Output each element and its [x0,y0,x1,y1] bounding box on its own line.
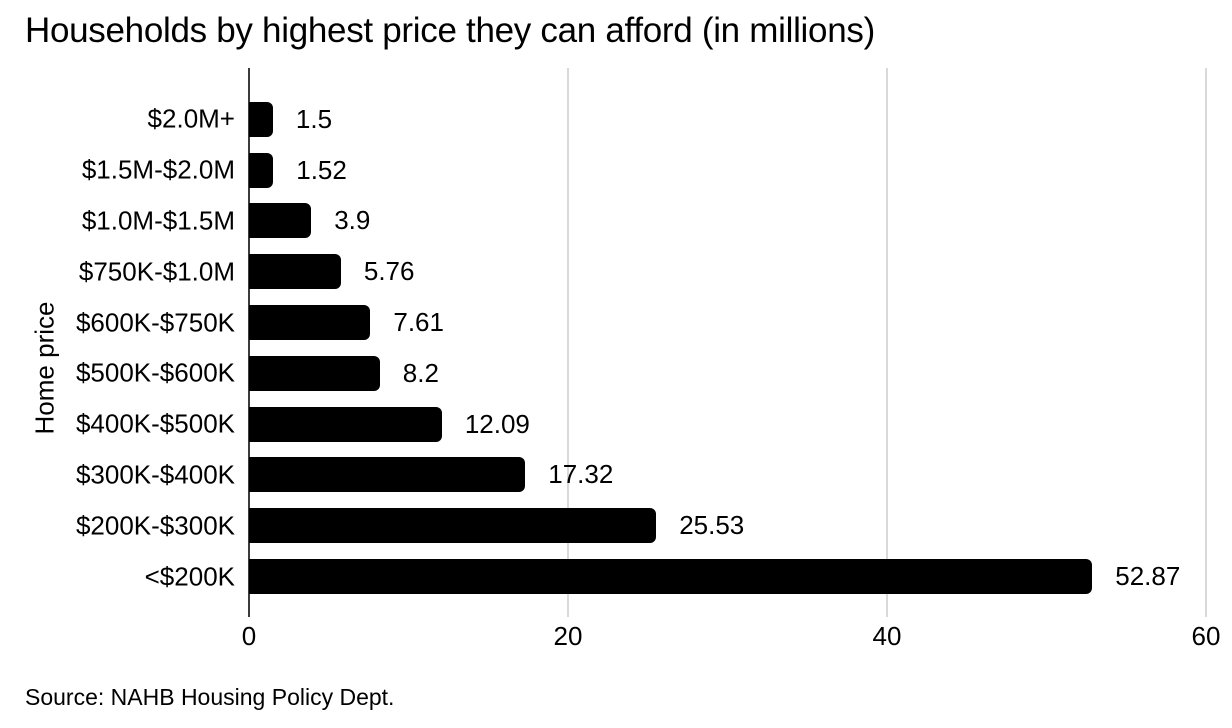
bar [249,559,1093,595]
x-tick-label-0: 0 [241,621,257,651]
y-axis-title: Home price [29,301,60,435]
bar [249,457,526,493]
bar [249,254,341,290]
bar-row: $500K-$600K 8.2 [76,348,1206,399]
x-tick-label-20: 20 [553,621,583,651]
bar-row: $400K-$500K 12.09 [76,399,1206,450]
bar-row: $200K-$300K 25.53 [76,500,1206,551]
source-note: Source: NAHB Housing Policy Dept. [25,684,395,710]
category-label: <$200K [144,561,235,592]
category-label: $400K-$500K [75,408,235,439]
bar-row: $750K-$1.0M 5.76 [79,246,1206,297]
gridline-60 [1205,68,1207,617]
category-label: $500K-$600K [75,357,235,388]
category-label: $1.0M-$1.5M [81,205,235,236]
value-label: 7.61 [393,307,444,338]
bar-row: $1.5M-$2.0M 1.52 [82,145,1206,196]
bar-row: $1.0M-$1.5M 3.9 [82,196,1206,247]
value-label: 5.76 [363,256,415,287]
gridline-20 [566,68,569,617]
category-label: $1.5M-$2.0M [81,154,235,185]
plot-area: $2.0M+ 1.5 $1.5M-$2.0M 1.52 $1.0M-$1.5M 3.9 $7… [76,68,1220,651]
category-label: $2.0M+ [147,103,235,134]
bar [249,101,273,137]
bar [249,152,274,188]
x-tick-label-40: 40 [872,621,902,651]
bars-group: $2.0M+ 1.5 $1.5M-$2.0M 1.52 $1.0M-$1.5M 3.9 $7… [76,94,1206,602]
bar [249,406,442,442]
bar [249,508,657,544]
bar-row: <$200K 52.87 [145,551,1206,602]
bar [249,355,380,391]
value-label: 25.53 [679,510,745,541]
category-label: $300K-$400K [75,459,235,490]
x-tick-label-60: 60 [1191,621,1221,651]
value-label: 17.32 [548,459,614,490]
y-axis-line [248,68,250,617]
value-label: 8.2 [402,357,439,388]
bar-row: $300K-$400K 17.32 [76,450,1206,501]
bar [249,203,312,239]
value-label: 1.5 [295,103,333,134]
category-label: $200K-$300K [75,510,235,541]
category-label: $750K-$1.0M [78,256,235,287]
bar-row: $2.0M+ 1.5 [148,94,1206,145]
value-label: 3.9 [334,205,371,236]
value-label: 12.09 [464,408,530,439]
value-label: 1.52 [296,154,347,185]
category-label: $600K-$750K [75,307,235,338]
bar [249,305,371,341]
bar-row: $600K-$750K 7.61 [76,297,1206,348]
chart-title: Households by highest price they can aff… [25,11,875,50]
value-label: 52.87 [1115,561,1181,592]
gridline-40 [885,68,888,617]
